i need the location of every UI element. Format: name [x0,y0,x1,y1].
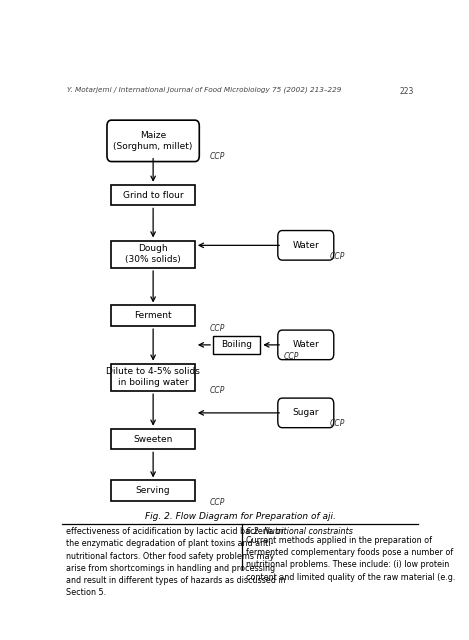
Bar [111,185,195,205]
Text: CCP: CCP [329,252,345,260]
Bar [111,364,195,391]
Bar [111,481,195,501]
FancyBboxPatch shape [107,120,199,161]
FancyBboxPatch shape [278,330,334,360]
Text: Water: Water [292,241,319,250]
Text: 6.2. Nutritional constraints: 6.2. Nutritional constraints [246,527,353,536]
Bar [213,336,260,354]
Text: Serving: Serving [136,486,170,495]
Text: CCP: CCP [210,324,225,333]
Text: Boiling: Boiling [221,340,252,349]
FancyBboxPatch shape [278,230,334,260]
Text: Ferment: Ferment [134,311,172,320]
Bar [111,241,195,268]
Text: Dilute to 4-5% solids
in boiling water: Dilute to 4-5% solids in boiling water [106,367,200,387]
Text: CCP: CCP [284,352,299,361]
Text: Y. Motarjemi / International Journal of Food Microbiology 75 (2002) 213–229: Y. Motarjemi / International Journal of … [67,86,341,93]
Text: Grind to flour: Grind to flour [123,191,183,200]
FancyBboxPatch shape [278,398,334,428]
Text: CCP: CCP [210,152,225,161]
Text: Sweeten: Sweeten [134,435,173,444]
Text: Sugar: Sugar [293,408,319,417]
Text: CCP: CCP [210,386,225,396]
Text: 223: 223 [400,86,414,95]
Text: Fig. 2. Flow Diagram for Preparation of aji.: Fig. 2. Flow Diagram for Preparation of … [145,512,336,521]
Text: Current methods applied in the preparation of
fermented complementary foods pose: Current methods applied in the preparati… [246,536,455,582]
Bar [111,429,195,449]
Text: effectiveness of acidification by lactic acid bacteria or
the enzymatic degradat: effectiveness of acidification by lactic… [66,527,286,597]
Text: CCP: CCP [210,498,225,507]
Text: Water: Water [292,340,319,349]
Bar [111,305,195,326]
Text: Maize
(Sorghum, millet): Maize (Sorghum, millet) [113,131,193,151]
Text: CCP: CCP [329,419,345,428]
Text: Dough
(30% solids): Dough (30% solids) [125,244,181,264]
